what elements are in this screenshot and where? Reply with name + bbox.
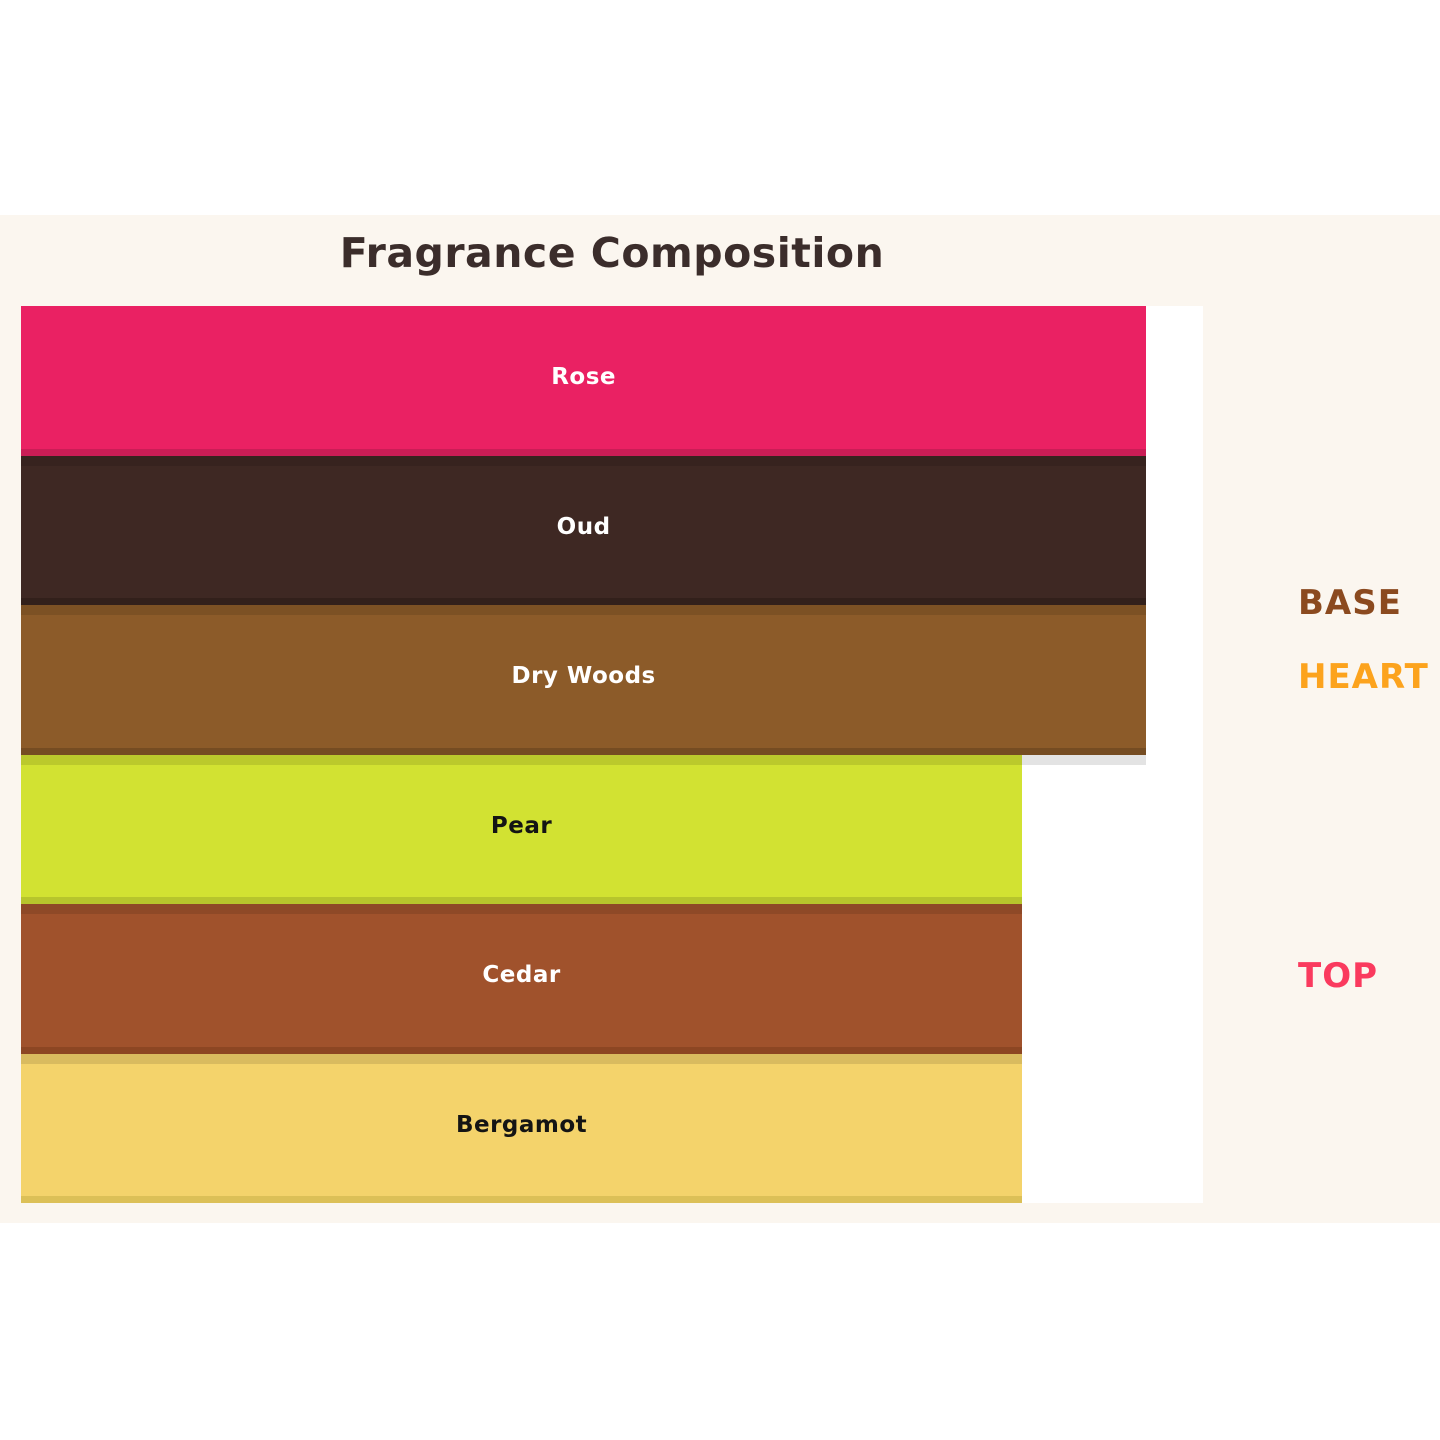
bar-dry-woods: Dry Woods: [21, 605, 1147, 764]
bar-label-dry-woods: Dry Woods: [511, 663, 656, 690]
bar-label-pear: Pear: [490, 812, 553, 839]
chart-figure: Fragrance Composition Rose Oud Dry Woods…: [0, 215, 1440, 1223]
bar-pear: Pear: [21, 754, 1023, 914]
plot-area: Rose Oud Dry Woods Pear Cedar Bergamot: [21, 306, 1203, 1203]
bar-rose: Rose: [21, 306, 1147, 465]
bar-label-cedar: Cedar: [482, 962, 561, 989]
bar-label-rose: Rose: [551, 364, 617, 391]
bar-oud: Oud: [21, 455, 1147, 615]
bar-label-bergamot: Bergamot: [455, 1111, 588, 1138]
bar-bergamot: Bergamot: [21, 1053, 1023, 1203]
bar-cedar: Cedar: [21, 904, 1023, 1063]
group-label-heart: HEART: [1298, 657, 1429, 697]
bar-label-oud: Oud: [556, 513, 611, 540]
chart-title: Fragrance Composition: [339, 229, 885, 277]
group-label-base: BASE: [1298, 583, 1402, 623]
group-label-top: TOP: [1298, 956, 1379, 996]
